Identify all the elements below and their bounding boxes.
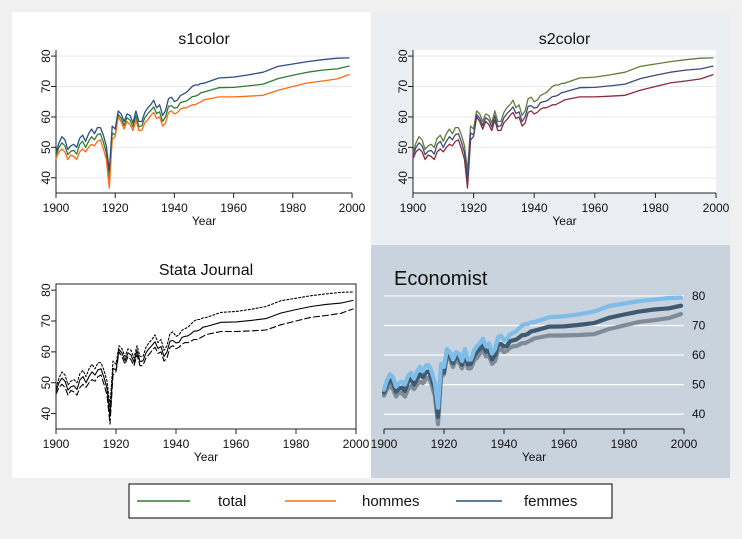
x-axis-title: Year bbox=[192, 214, 216, 228]
series-line-total bbox=[55, 65, 350, 182]
x-tick-label: 1980 bbox=[642, 201, 669, 215]
y-tick-label: 70 bbox=[396, 80, 410, 94]
x-tick-label: 1920 bbox=[431, 437, 458, 451]
x-tick-label: 1980 bbox=[611, 437, 638, 451]
y-tick-label: 60 bbox=[396, 110, 410, 124]
panel-background bbox=[12, 12, 371, 245]
x-tick-label: 1940 bbox=[521, 201, 548, 215]
x-tick-label: 1960 bbox=[220, 201, 247, 215]
chart-title: Economist bbox=[394, 268, 488, 290]
chart-panel-economist: Economist 1900 1920 1940 1960 1980 2000 Year 40 5… bbox=[371, 245, 730, 478]
y-tick-label: 70 bbox=[692, 318, 706, 332]
x-tick-label: 1900 bbox=[371, 437, 398, 451]
chart-title: s1color bbox=[178, 31, 230, 48]
x-tick-label: 1940 bbox=[491, 437, 518, 451]
x-tick-label: 1900 bbox=[43, 437, 70, 451]
y-tick-label: 80 bbox=[396, 49, 410, 63]
x-tick-label: 2000 bbox=[339, 201, 366, 215]
series-line-hommes bbox=[55, 73, 350, 189]
y-tick-label: 70 bbox=[39, 80, 53, 94]
x-tick-label: 1900 bbox=[400, 201, 427, 215]
y-tick-label: 80 bbox=[39, 283, 53, 297]
y-tick-label: 60 bbox=[39, 110, 53, 124]
y-tick-label: 40 bbox=[692, 407, 706, 421]
x-tick-label: 2000 bbox=[671, 437, 698, 451]
chart-panel-sj: Stata Journal 1900 1920 1940 1960 1980 2000 Yea… bbox=[12, 245, 371, 478]
y-tick-label: 50 bbox=[39, 140, 53, 154]
chart-title: Stata Journal bbox=[159, 262, 253, 279]
y-tick-label: 80 bbox=[692, 289, 706, 303]
x-tick-label: 1960 bbox=[581, 201, 608, 215]
x-tick-label: 1960 bbox=[223, 437, 250, 451]
x-tick-label: 1900 bbox=[43, 201, 70, 215]
y-tick-label: 80 bbox=[39, 49, 53, 63]
y-tick-label: 50 bbox=[692, 378, 706, 392]
series-line-femmes bbox=[55, 57, 350, 172]
x-tick-label: 2000 bbox=[703, 201, 730, 215]
series-line-hommes bbox=[55, 308, 354, 425]
y-tick-label: 40 bbox=[39, 171, 53, 185]
legend-label-femmes: femmes bbox=[524, 493, 577, 510]
plot-frame bbox=[55, 283, 357, 430]
x-tick-label: 1920 bbox=[460, 201, 487, 215]
y-tick-label: 70 bbox=[39, 314, 53, 328]
x-tick-label: 1980 bbox=[283, 437, 310, 451]
plot-area bbox=[413, 50, 716, 193]
chart-panel-s2color: s2color 1900 1920 1940 1960 1980 2000 Year 40 50 6… bbox=[371, 12, 730, 245]
chart-title: s2color bbox=[539, 31, 591, 48]
series-line-total bbox=[412, 57, 714, 172]
x-tick-label: 1980 bbox=[279, 201, 306, 215]
y-tick-label: 50 bbox=[396, 140, 410, 154]
legend-box bbox=[128, 483, 613, 519]
y-tick-label: 40 bbox=[39, 407, 53, 421]
x-tick-label: 1920 bbox=[102, 201, 129, 215]
y-tick-label: 60 bbox=[39, 345, 53, 359]
y-tick-label: 40 bbox=[396, 171, 410, 185]
series-line-femmes bbox=[55, 291, 354, 408]
panel-background bbox=[371, 245, 730, 478]
x-tick-label: 1940 bbox=[163, 437, 190, 451]
x-axis-title: Year bbox=[194, 450, 218, 464]
x-tick-label: 1960 bbox=[551, 437, 578, 451]
x-tick-label: 2000 bbox=[343, 437, 370, 451]
series-line-femmes bbox=[412, 65, 714, 182]
series-line-femmes bbox=[381, 295, 684, 410]
legend-label-total: total bbox=[218, 493, 246, 510]
x-axis-title: Year bbox=[552, 214, 576, 228]
legend-label-hommes: hommes bbox=[362, 493, 420, 510]
legend: total hommes femmes bbox=[128, 483, 613, 519]
chart-panel-s1color: s1color 1900 1920 1940 1960 1980 2000 Year 40 50 6… bbox=[12, 12, 371, 245]
series-line-total bbox=[55, 299, 354, 417]
y-tick-label: 60 bbox=[692, 348, 706, 362]
x-tick-label: 1920 bbox=[103, 437, 130, 451]
x-axis-title: Year bbox=[522, 450, 546, 464]
series-line-hommes bbox=[412, 73, 714, 189]
x-tick-label: 1940 bbox=[161, 201, 188, 215]
y-tick-label: 50 bbox=[39, 376, 53, 390]
